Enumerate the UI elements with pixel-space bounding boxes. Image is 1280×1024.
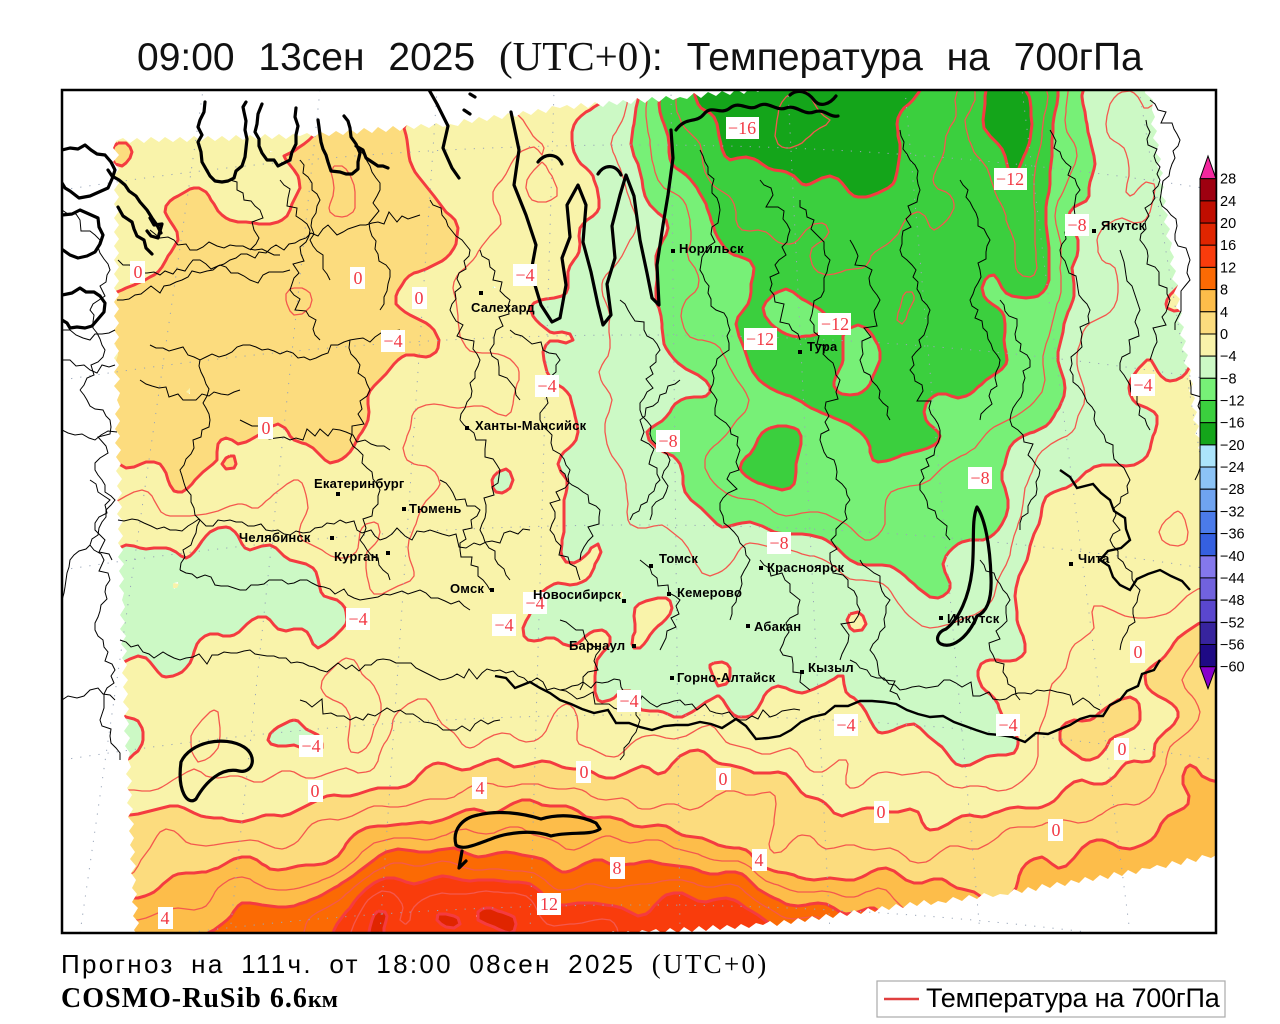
svg-text:−8: −8 [769,533,788,553]
svg-text:−16: −16 [1220,416,1245,432]
svg-text:0: 0 [415,288,424,308]
svg-text:Норильск: Норильск [679,241,744,256]
svg-text:Томск: Томск [659,551,698,566]
svg-text:−44: −44 [1220,571,1245,587]
svg-text:−52: −52 [1220,615,1245,631]
svg-text:Тура: Тура [807,339,838,354]
svg-text:4: 4 [161,908,170,928]
svg-text:16: 16 [1220,238,1236,254]
svg-text:Кемерово: Кемерово [677,585,742,600]
svg-text:−12: −12 [1220,394,1245,410]
svg-text:−4: −4 [619,691,638,711]
svg-text:−4: −4 [525,593,544,613]
svg-text:−12: −12 [746,329,774,349]
svg-text:Ханты-Мансийск: Ханты-Мансийск [475,418,587,433]
svg-text:−36: −36 [1220,527,1245,543]
svg-text:−4: −4 [348,609,367,629]
svg-text:Салехард: Салехард [471,300,535,315]
svg-text:−4: −4 [836,715,855,735]
svg-text:Иркутск: Иркутск [947,611,1000,626]
svg-text:−8: −8 [658,431,677,451]
svg-text:−60: −60 [1220,660,1245,676]
svg-text:Тюмень: Тюмень [409,501,462,516]
svg-text:8: 8 [1220,283,1228,299]
svg-text:8: 8 [613,858,622,878]
svg-text:−4: −4 [494,615,513,635]
svg-text:09:00 13сен 2025 (UTC+0): Темп: 09:00 13сен 2025 (UTC+0): Температура на… [137,33,1143,79]
svg-text:−8: −8 [1067,215,1086,235]
svg-text:Омск: Омск [450,581,484,596]
svg-text:Абакан: Абакан [754,619,801,634]
svg-text:−4: −4 [1133,375,1152,395]
svg-text:Екатеринбург: Екатеринбург [314,476,405,491]
svg-text:COSMO-RuSib 6.6км: COSMO-RuSib 6.6км [61,983,338,1014]
svg-text:−48: −48 [1220,593,1245,609]
svg-text:Чита: Чита [1078,551,1110,566]
svg-text:0: 0 [1134,642,1143,662]
svg-text:−16: −16 [728,118,756,138]
svg-text:Температура на 700гПа: Температура на 700гПа [926,983,1221,1013]
svg-text:−8: −8 [970,468,989,488]
svg-text:Курган: Курган [334,549,379,564]
svg-text:0: 0 [580,762,589,782]
svg-text:−40: −40 [1220,549,1245,565]
svg-text:12: 12 [1220,260,1236,276]
svg-text:−4: −4 [301,736,320,756]
svg-text:−12: −12 [821,314,849,334]
svg-text:−4: −4 [383,331,402,351]
svg-text:−4: −4 [537,376,556,396]
svg-text:24: 24 [1220,194,1236,210]
svg-text:0: 0 [877,802,886,822]
svg-text:0: 0 [354,268,363,288]
svg-text:4: 4 [476,778,485,798]
svg-text:28: 28 [1220,172,1236,188]
svg-text:−4: −4 [1220,349,1237,365]
svg-text:−8: −8 [1220,371,1237,387]
svg-text:−20: −20 [1220,438,1245,454]
svg-text:Горно-Алтайск: Горно-Алтайск [677,670,776,685]
svg-text:4: 4 [755,850,764,870]
svg-text:0: 0 [1118,739,1127,759]
svg-text:0: 0 [1052,820,1061,840]
svg-text:−32: −32 [1220,504,1245,520]
svg-text:−4: −4 [998,715,1017,735]
svg-text:Красноярск: Красноярск [767,560,845,575]
svg-text:0: 0 [262,418,271,438]
svg-text:0: 0 [719,769,728,789]
svg-text:4: 4 [1220,305,1228,321]
svg-text:Кызыл: Кызыл [808,660,854,675]
svg-text:Челябинск: Челябинск [239,530,311,545]
svg-text:−28: −28 [1220,482,1245,498]
svg-text:−56: −56 [1220,638,1245,654]
svg-text:−24: −24 [1220,460,1245,476]
svg-text:−4: −4 [515,265,534,285]
svg-text:Барнаул: Барнаул [569,638,625,653]
svg-text:0: 0 [311,781,320,801]
svg-text:12: 12 [540,894,558,914]
svg-text:Прогноз на 111ч. от 18:00 08се: Прогноз на 111ч. от 18:00 08сен 2025 (UT… [61,949,769,979]
svg-text:0: 0 [1220,327,1228,343]
svg-text:−12: −12 [996,169,1024,189]
svg-text:Якутск: Якутск [1101,218,1146,233]
svg-text:Новосибирск: Новосибирск [533,587,621,602]
svg-text:20: 20 [1220,216,1236,232]
svg-text:0: 0 [134,262,143,282]
